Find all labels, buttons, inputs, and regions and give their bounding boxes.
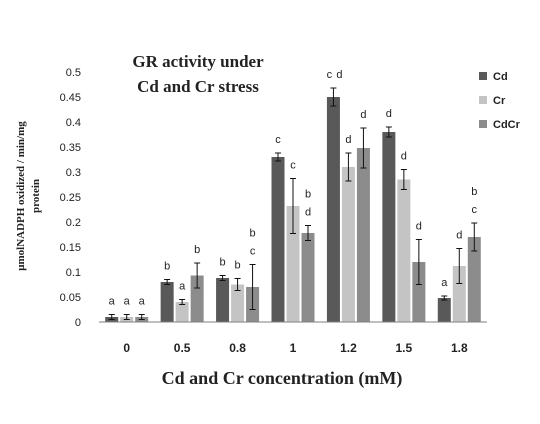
bar-cr xyxy=(231,284,245,322)
x-tick-label: 1 xyxy=(290,341,297,355)
significance-letter: d xyxy=(305,207,311,219)
y-tick-label: 0.2 xyxy=(66,217,81,229)
legend-swatch-cr xyxy=(479,96,487,104)
legend-swatch-cd xyxy=(479,72,487,80)
bar-cr xyxy=(286,206,300,322)
x-tick-label: 1.8 xyxy=(451,341,468,355)
x-axis-label: Cd and Cr concentration (mM) xyxy=(162,368,403,389)
significance-letter: c xyxy=(472,204,478,216)
significance-letter: b xyxy=(305,189,311,201)
significance-letter: c xyxy=(290,160,296,172)
significance-letter: c xyxy=(275,134,281,146)
bar-cdcr xyxy=(412,262,426,322)
x-tick-label: 0 xyxy=(123,341,130,355)
chart-title-line-2: Cd and Cr stress xyxy=(137,77,259,96)
bar-cdcr xyxy=(301,233,315,322)
significance-letter: b xyxy=(471,186,477,198)
significance-letter: d xyxy=(401,151,407,163)
significance-letter: a xyxy=(441,277,448,289)
bar-cr xyxy=(175,302,189,322)
significance-letter: b xyxy=(220,257,226,269)
bar-cd xyxy=(326,97,340,322)
chart-title-line-1: GR activity under xyxy=(132,52,264,71)
significance-letter: d xyxy=(386,108,392,120)
y-tick-label: 0.1 xyxy=(66,267,81,279)
x-tick-label: 1.2 xyxy=(340,341,357,355)
bar-cdcr xyxy=(190,275,204,322)
y-tick-label: 0.05 xyxy=(60,292,81,304)
x-tick-label: 0.8 xyxy=(229,341,246,355)
y-tick-label: 0.35 xyxy=(60,142,81,154)
significance-letter: a xyxy=(124,296,131,308)
bar-cr xyxy=(452,266,466,322)
y-axis-label-line-2: protein xyxy=(30,179,42,213)
y-tick-label: 0.4 xyxy=(66,117,81,129)
x-axis-ticks: 0 0.5 0.8 1 1.2 1.5 1.8 xyxy=(123,341,468,355)
significance-letter: d xyxy=(345,134,351,146)
y-tick-label: 0.15 xyxy=(60,242,81,254)
y-axis-ticks: 0 0.05 0.1 0.15 0.2 0.25 0.3 0.35 0.4 0.45 0.5 xyxy=(60,67,81,329)
y-tick-label: 0.25 xyxy=(60,192,81,204)
y-tick-label: 0.45 xyxy=(60,92,81,104)
y-tick-label: 0 xyxy=(75,317,81,329)
significance-letter: a xyxy=(179,281,186,293)
significance-letter: d xyxy=(360,109,366,121)
bar-cr xyxy=(341,167,355,322)
bar-cdcr xyxy=(356,148,370,322)
y-axis-label-line-1: μmolNADPH oxidized / min/mg xyxy=(15,121,27,271)
significance-letter: a xyxy=(139,296,146,308)
legend-label-cr: Cr xyxy=(493,95,506,107)
significance-letter: b xyxy=(194,244,200,256)
bar-cd xyxy=(216,278,230,322)
significance-letter: b xyxy=(235,260,241,272)
significance-letter: d xyxy=(336,69,342,81)
significance-letter: c xyxy=(327,69,333,81)
bar-cr xyxy=(397,179,411,322)
legend-swatch-cdcr xyxy=(479,120,487,128)
x-tick-label: 0.5 xyxy=(174,341,191,355)
significance-letter: b xyxy=(164,261,170,273)
y-tick-label: 0.5 xyxy=(66,67,81,79)
x-tick-label: 1.5 xyxy=(396,341,413,355)
bar-cd xyxy=(160,282,174,322)
bar-cd xyxy=(271,157,285,322)
legend-label-cdcr: CdCr xyxy=(493,119,521,131)
legend-label-cd: Cd xyxy=(493,71,508,83)
significance-letter: d xyxy=(416,221,422,233)
bar-cd xyxy=(437,298,451,322)
y-tick-label: 0.3 xyxy=(66,167,81,179)
significance-letter: a xyxy=(109,296,116,308)
error-bars xyxy=(108,87,478,320)
bar-cd xyxy=(382,132,396,322)
significance-letter: d xyxy=(456,230,462,242)
significance-letter: b xyxy=(250,228,256,240)
significance-letter: c xyxy=(250,246,256,258)
bar-cdcr xyxy=(467,237,481,322)
